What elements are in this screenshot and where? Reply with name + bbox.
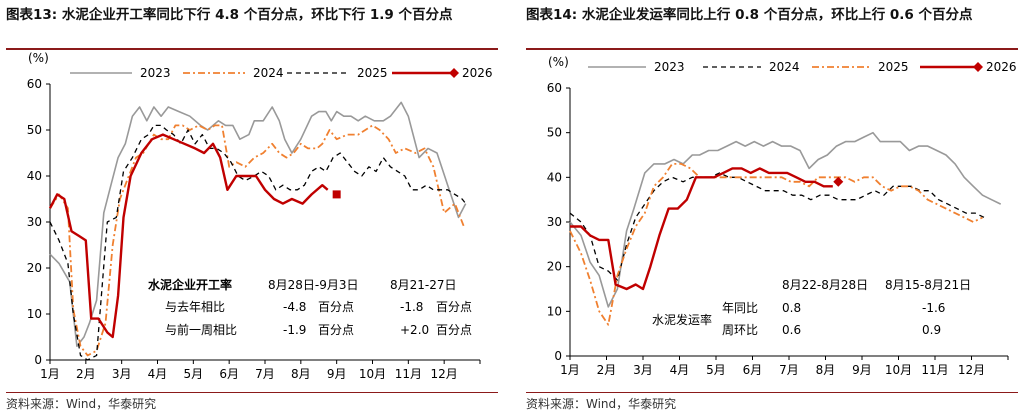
right-source-note: 资料来源：Wind，华泰研究: [526, 397, 677, 411]
left-x-tick-label: 2月: [76, 367, 96, 381]
left-x-tick-label: 7月: [255, 367, 275, 381]
left-figure: 图表13: 水泥企业开工率同比下行 4.8 个百分点，环比下行 1.9 个百分点…: [0, 0, 505, 416]
left-x-tick-label: 4月: [148, 367, 168, 381]
right-title-rule: [526, 48, 1018, 50]
right-x-tick-label: 10月: [885, 363, 912, 377]
left-table-col2-header: 8月21-27日: [390, 278, 457, 292]
right-legend-label-2025: 2025: [878, 60, 909, 74]
left-x-tick-label: 5月: [184, 367, 204, 381]
left-table-cell-unit: 百分点: [318, 300, 354, 314]
right-figure-title-text: 水泥企业发运率同比上行 0.8 个百分点，环比上行 0.6 个百分点: [581, 7, 973, 23]
right-unit-label: (%): [548, 55, 569, 69]
right-table-cell-value: 0.8: [782, 301, 801, 315]
right-legend-marker-2026: [973, 62, 983, 72]
right-x-tick-label: 12月: [958, 363, 985, 377]
left-y-tick-label: 40: [27, 169, 42, 183]
left-legend-label-2024: 2024: [253, 66, 284, 80]
right-legend-label-2026: 2026: [986, 60, 1017, 74]
left-y-tick-label: 10: [27, 307, 42, 321]
right-series-2026-line: [570, 167, 833, 291]
right-y-tick-label: 30: [547, 215, 562, 229]
left-y-tick-label: 0: [34, 353, 42, 367]
right-x-tick-label: 7月: [779, 363, 799, 377]
left-series-2023-line: [49, 101, 467, 348]
right-table-col1-header: 8月22-8月28日: [782, 278, 868, 292]
left-table-cell-unit: 百分点: [436, 323, 472, 337]
right-series-2026-marker: [833, 176, 844, 187]
left-title-rule: [6, 48, 498, 50]
right-x-tick-label: 3月: [633, 363, 653, 377]
left-y-tick-label: 50: [27, 123, 42, 137]
right-chart: (%) 0 10 20 30 40 50 60 1月 2月 3月 4月 5月 6月 7月 8月 9月 10月 11月…: [547, 55, 1017, 377]
right-bottom-rule: [526, 392, 1018, 393]
right-legend-label-2023: 2023: [654, 60, 685, 74]
right-x-tick-label: 4月: [670, 363, 690, 377]
right-table-col2-header: 8月15-8月21日: [885, 278, 971, 292]
right-y-tick-label: 20: [547, 260, 562, 274]
left-y-tick-label: 60: [27, 77, 42, 91]
left-table-row-label: 与前一周相比: [165, 322, 237, 337]
right-series-2024-line: [569, 172, 985, 281]
left-table-col1-header: 8月28日-9月3日: [268, 278, 359, 292]
left-chart: (%) 0 10 20 30 40 50 60 1月 2月 3月 4月 5月 6月 7月 8月 9月 10月 11月…: [27, 51, 493, 381]
left-series-2024-line: [49, 124, 465, 357]
right-figure-title: 图表14: 水泥企业发运率同比上行 0.8 个百分点，环比上行 0.6 个百分点: [526, 4, 1018, 26]
left-x-tick-label: 8月: [291, 367, 311, 381]
right-series-2025-line: [569, 162, 983, 326]
right-figure-label: 图表14:: [526, 7, 578, 23]
right-x-tick-label: 8月: [816, 363, 836, 377]
left-y-tick-label: 20: [27, 261, 42, 275]
left-source-note: 资料来源：Wind，华泰研究: [6, 397, 157, 411]
right-x-tick-label: 1月: [560, 363, 580, 377]
left-series-2026-marker: [332, 190, 341, 199]
right-y-tick-label: 60: [547, 81, 562, 95]
left-legend-label-2025: 2025: [357, 66, 388, 80]
left-legend-label-2023: 2023: [140, 66, 171, 80]
right-x-tick-label: 9月: [852, 363, 872, 377]
left-x-tick-label: 3月: [112, 367, 132, 381]
right-x-tick-label: 11月: [921, 363, 948, 377]
left-legend-label-2026: 2026: [462, 66, 493, 80]
right-x-tick-label: 2月: [597, 363, 617, 377]
right-figure: 图表14: 水泥企业发运率同比上行 0.8 个百分点，环比上行 0.6 个百分点…: [520, 0, 1025, 416]
left-series-2025-line: [49, 124, 467, 361]
right-table-cell-value: 0.6: [782, 323, 801, 337]
left-table-cell-value: +2.0: [400, 323, 429, 337]
left-table-cell-value: -1.8: [400, 300, 423, 314]
right-x-tick-label: 6月: [743, 363, 763, 377]
left-x-tick-label: 9月: [327, 367, 347, 381]
right-y-tick-label: 40: [547, 170, 562, 184]
left-figure-title-text: 水泥企业开工率同比下行 4.8 个百分点，环比下行 1.9 个百分点: [61, 7, 453, 23]
right-y-tick-label: 10: [547, 304, 562, 318]
left-table-cell-value: -4.8: [283, 300, 306, 314]
right-series-2023-line: [569, 131, 1002, 308]
left-table-row-label: 与去年相比: [165, 300, 225, 314]
right-table-row-group: 水泥发运率: [652, 312, 712, 327]
left-x-tick-label: 11月: [395, 367, 422, 381]
left-x-tick-label: 6月: [219, 367, 239, 381]
left-x-tick-label: 12月: [431, 367, 458, 381]
left-table-cell-value: -1.9: [283, 323, 306, 337]
right-y-tick-label: 50: [547, 126, 562, 140]
right-y-tick-label: 0: [554, 349, 562, 363]
left-bottom-rule: [6, 392, 498, 393]
left-table-cell-unit: 百分点: [436, 300, 472, 314]
left-figure-title: 图表13: 水泥企业开工率同比下行 4.8 个百分点，环比下行 1.9 个百分点: [6, 4, 498, 26]
left-x-tick-label: 1月: [40, 367, 60, 381]
left-table-title: 水泥企业开工率: [148, 277, 232, 292]
left-legend-marker-2026: [449, 68, 459, 78]
right-table-row-label: 周环比: [722, 323, 758, 337]
left-y-tick-label: 30: [27, 215, 42, 229]
right-table-cell-value: 0.9: [922, 323, 941, 337]
left-unit-label: (%): [28, 51, 49, 65]
right-legend-label-2024: 2024: [769, 60, 800, 74]
left-table-cell-unit: 百分点: [318, 323, 354, 337]
left-x-tick-label: 10月: [359, 367, 386, 381]
right-table-row-label: 年同比: [722, 301, 758, 315]
left-figure-label: 图表13:: [6, 7, 58, 23]
left-series-2026-line: [48, 133, 329, 339]
right-table-cell-value: -1.6: [922, 301, 945, 315]
right-x-tick-label: 5月: [706, 363, 726, 377]
